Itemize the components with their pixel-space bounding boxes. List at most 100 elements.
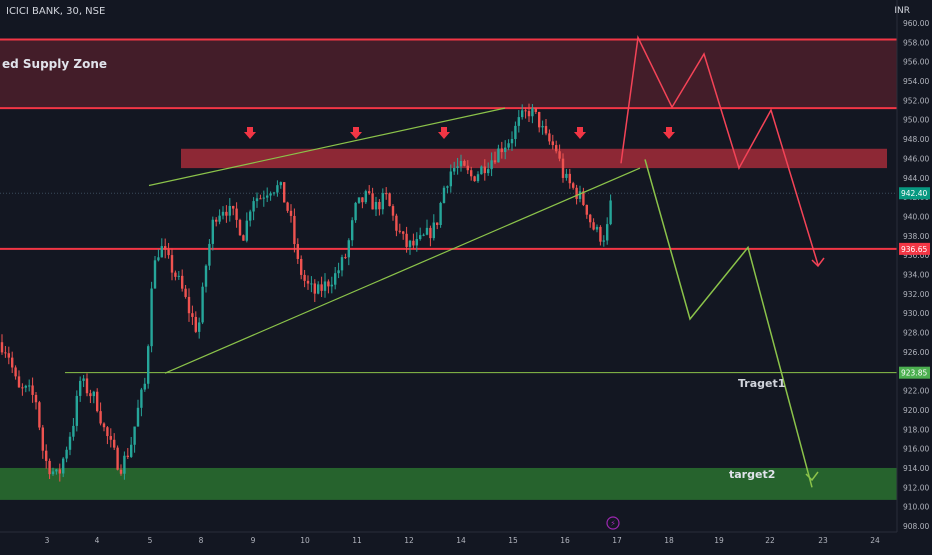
candle-body [558, 151, 561, 159]
candle-body [272, 192, 276, 194]
candle-body [514, 125, 517, 140]
symbol-title: ICICI BANK, 30, NSE [6, 6, 106, 17]
candle-body [595, 226, 599, 230]
candle-body [181, 275, 184, 289]
candle-body [391, 206, 395, 216]
candle-body [589, 214, 592, 223]
candle-body [606, 224, 609, 241]
candle-body [609, 200, 612, 225]
candle-body [201, 286, 204, 323]
candle-body [493, 160, 497, 163]
candle-body [521, 110, 524, 118]
candle-body [575, 187, 578, 199]
wedge-upper-line [148, 107, 506, 187]
candle-body [395, 215, 398, 231]
candle-body [79, 380, 82, 396]
candle-body [14, 367, 17, 377]
candle-body [24, 385, 27, 388]
candle-body [0, 342, 4, 353]
x-tick-label: 14 [456, 536, 466, 545]
candle-body [235, 208, 238, 220]
candle-body [293, 215, 296, 245]
candle-body [109, 436, 112, 440]
candle-body [453, 167, 456, 172]
candle-body [425, 227, 429, 235]
candle-body [266, 195, 269, 198]
candle-body [602, 240, 605, 242]
candle-body [510, 139, 514, 144]
candle-body [446, 186, 449, 188]
candle-body [497, 148, 500, 163]
labels-layer: ed Supply Zone Traget1 target2 [2, 57, 785, 481]
y-tick-label: 946.00 [903, 154, 929, 163]
candle-body [38, 402, 41, 428]
candle-body [286, 202, 289, 211]
candle-body [480, 166, 483, 175]
candle-body [116, 447, 119, 470]
candle-body [487, 169, 490, 174]
candle-body [527, 111, 531, 117]
candle-body [126, 455, 129, 457]
candle-body [174, 272, 177, 277]
y-tick-label: 922.00 [903, 387, 929, 396]
candle-body [585, 204, 588, 215]
candle-body [541, 126, 544, 128]
x-tick-label: 24 [870, 536, 880, 545]
currency-label: INR [894, 6, 910, 16]
candle-body [238, 219, 242, 236]
badges-layer: 942.40 936.65 923.85 [899, 187, 930, 379]
candle-body [72, 425, 75, 437]
support-price-badge: 936.65 [901, 245, 927, 254]
candle-body [422, 234, 425, 236]
candle-body [592, 222, 595, 230]
candle-body [483, 166, 486, 174]
candle-body [313, 283, 316, 294]
projection-up-arrowhead [811, 257, 825, 268]
axis-layer: 908.00 910.00 912.00 914.00 916.00 918.00 920.… [0, 0, 929, 545]
candle-body [102, 423, 106, 428]
x-tick-label: 9 [251, 536, 256, 545]
supply-zone [0, 39, 897, 109]
x-tick-label: 15 [508, 536, 518, 545]
candle-body [157, 257, 160, 261]
candle-body [439, 202, 442, 226]
candle-body [470, 170, 473, 177]
candle-body [177, 275, 180, 277]
candle-body [334, 273, 337, 285]
candle-body [17, 376, 21, 388]
target1-label: Traget1 [738, 377, 785, 390]
y-tick-label: 960.00 [903, 19, 929, 28]
lines-layer [0, 192, 897, 374]
y-tick-label: 944.00 [903, 174, 929, 183]
candle-body [327, 281, 330, 287]
candle-body [538, 111, 541, 128]
y-tick-label: 950.00 [903, 116, 929, 125]
candle-body [490, 160, 493, 170]
candle-body [89, 393, 92, 397]
support-price-badge-bg [899, 242, 930, 255]
candle-body [330, 284, 333, 287]
candle-body [31, 385, 34, 395]
resistance-down-arrow [244, 127, 256, 139]
candle-body [143, 383, 146, 390]
candle-body [364, 191, 367, 203]
candle-body [51, 471, 55, 475]
candle-body [402, 231, 405, 234]
x-tick-label: 4 [95, 536, 100, 545]
resistance-band [181, 148, 887, 169]
candle-body [320, 284, 323, 291]
candle-body [306, 280, 310, 284]
candle-body [568, 173, 571, 184]
candle-body [415, 239, 418, 246]
candle-body [337, 270, 340, 274]
candle-body [419, 235, 422, 240]
candle-body [357, 197, 361, 203]
candle-body [463, 160, 466, 166]
resistance-down-arrow [574, 127, 586, 139]
candle-body [524, 110, 527, 112]
candle-body [368, 191, 371, 194]
candle-body [167, 249, 170, 256]
candle-body [531, 108, 534, 117]
